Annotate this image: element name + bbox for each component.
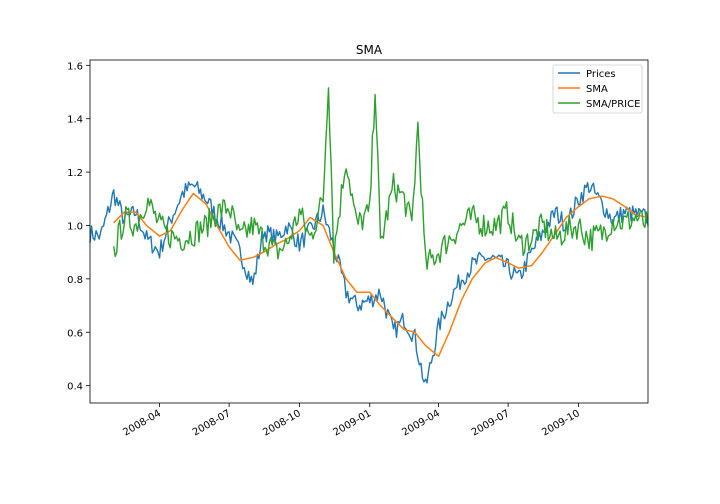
y-tick-label: 1.6 xyxy=(67,61,83,72)
x-tick-label: 2008-10 xyxy=(261,408,303,438)
plot-lines xyxy=(89,87,649,384)
legend-label: SMA xyxy=(586,84,608,95)
chart-title: SMA xyxy=(356,43,383,57)
x-axis: 2008-04 2008-07 2008-10 2009-01 2009-04 2009-… xyxy=(121,403,582,438)
x-tick-label: 2009-10 xyxy=(540,408,582,438)
series-line-sma-price xyxy=(113,87,649,270)
legend-label: SMA/PRICE xyxy=(586,99,640,110)
x-tick-label: 2009-01 xyxy=(332,408,374,438)
y-tick-label: 1.2 xyxy=(67,168,83,179)
y-tick-label: 1.4 xyxy=(67,115,83,126)
plot-frame xyxy=(89,59,649,404)
legend-label: Prices xyxy=(586,69,616,80)
series-line-sma xyxy=(113,192,649,358)
legend: Prices SMA SMA/PRICE xyxy=(552,64,643,114)
x-tick-label: 2009-04 xyxy=(400,408,442,438)
x-tick-label: 2008-04 xyxy=(121,408,163,438)
y-axis: 0.4 0.6 0.8 1.0 1.2 1.4 1.6 xyxy=(67,61,90,393)
y-tick-label: 0.6 xyxy=(67,328,83,339)
x-tick-label: 2009-07 xyxy=(470,408,512,438)
y-tick-label: 1.0 xyxy=(67,221,83,232)
y-tick-label: 0.4 xyxy=(67,382,83,393)
legend-box xyxy=(552,64,643,114)
x-tick-label: 2008-07 xyxy=(191,408,233,438)
y-tick-label: 0.8 xyxy=(67,275,83,286)
series-line-prices xyxy=(89,181,649,384)
